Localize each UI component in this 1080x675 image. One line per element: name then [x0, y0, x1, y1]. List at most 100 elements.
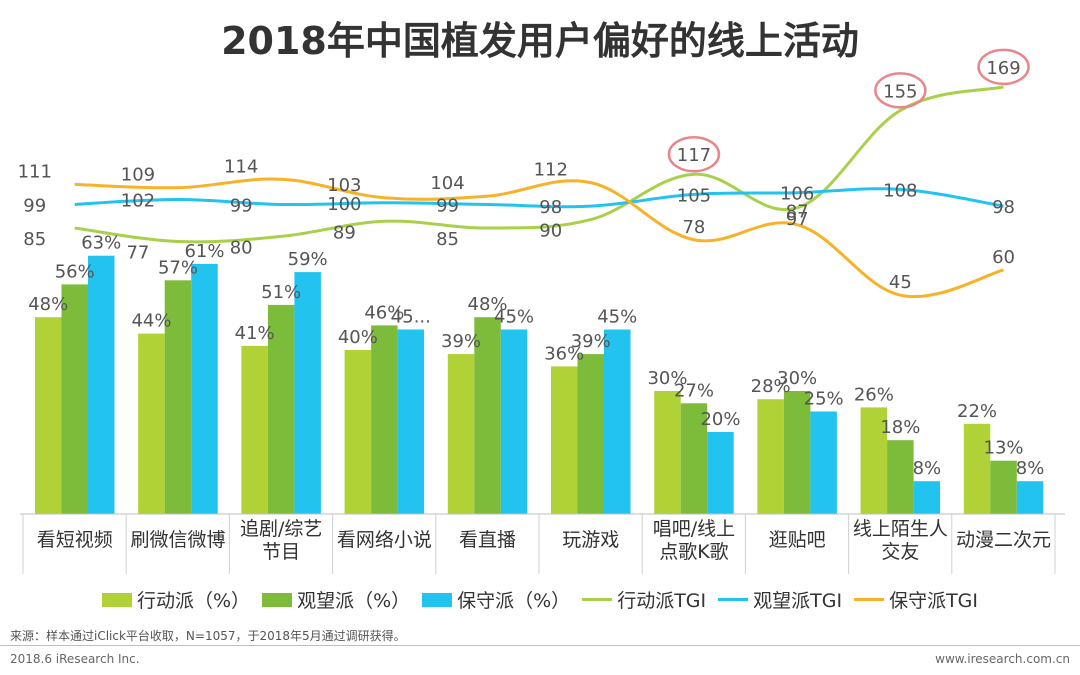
- chart-canvas: 48%44%41% 40% 39%36%30% 28% 26%22%56% 57%51%4…: [18, 48, 1065, 574]
- bar-s2-7: [810, 411, 837, 514]
- bar-s0-0: [35, 317, 62, 514]
- bar-label-s1-7: 30%: [777, 368, 817, 389]
- tgi-label-0-8: 155: [883, 81, 917, 102]
- bar-s2-5: [604, 329, 631, 514]
- legend-swatch-4: [718, 598, 749, 601]
- bar-s0-2: [241, 345, 268, 514]
- x-tick-label-5: 玩游戏: [562, 529, 619, 551]
- tgi-label-1-5: 98: [539, 197, 562, 218]
- bar-label-s1-3: 46%: [364, 302, 404, 323]
- bar-s1-9: [990, 460, 1017, 514]
- tgi-label-1-0: 99: [23, 195, 46, 216]
- bar-s1-4: [474, 317, 501, 514]
- tgi-label-0-2: 80: [230, 237, 253, 258]
- tgi-label-0-7: 97: [786, 209, 809, 230]
- bar-s1-8: [887, 440, 914, 514]
- tgi-label-1-4: 99: [436, 195, 459, 216]
- x-tick-label-2: 追剧/综艺节目: [240, 518, 322, 563]
- bar-label-s1-2: 51%: [261, 282, 301, 303]
- tgi-label-1-6: 105: [677, 185, 711, 206]
- bar-s0-9: [963, 423, 991, 514]
- highlight-circle-6: [667, 135, 721, 173]
- tgi-label-2-6: 78: [682, 217, 705, 238]
- bar-label-s1-1: 57%: [158, 257, 198, 278]
- bar-s1-3: [371, 325, 398, 514]
- bar-s2-1: [191, 263, 218, 514]
- bar-s0-6: [654, 391, 681, 514]
- bar-s1-2: [267, 304, 295, 514]
- legend-label-1: 观望派（%）: [297, 590, 411, 612]
- tgi-label-0-5: 90: [539, 221, 562, 242]
- bar-label-s2-4: 45%: [494, 307, 534, 328]
- bar-s1-1: [164, 280, 192, 514]
- bar-s1-0: [61, 284, 88, 514]
- tgi-label-2-2: 114: [224, 156, 258, 177]
- tgi-label-0-4: 85: [436, 229, 459, 250]
- tgi-label-2-8: 45: [889, 272, 912, 293]
- bar-s0-8: [860, 407, 888, 514]
- highlight-circle-9: [977, 48, 1030, 86]
- legend-label-2: 保守派（%）: [457, 590, 571, 612]
- bar-label-s2-7: 25%: [804, 389, 844, 410]
- bar-label-s1-4: 48%: [468, 294, 508, 315]
- tgi-label-0-3: 89: [333, 222, 356, 243]
- legend-swatch-0: [102, 592, 132, 607]
- tgi-label-1-2: 99: [230, 195, 253, 216]
- bar-label-s0-4: 39%: [441, 331, 481, 352]
- tgi-label-1-1: 102: [121, 190, 155, 211]
- bar-label-s1-6: 27%: [674, 380, 714, 401]
- tgi-label-1-9: 98: [992, 197, 1015, 218]
- legend-item-5: 保守派TGI: [854, 586, 978, 613]
- bar-label-s0-9: 22%: [957, 401, 997, 422]
- footer-divider: [0, 645, 1080, 646]
- tgi-label-2-4: 104: [430, 173, 464, 194]
- bar-s1-7: [783, 391, 811, 514]
- bar-s2-0: [88, 255, 115, 514]
- legend-swatch-2: [422, 592, 453, 607]
- bar-label-s0-7: 28%: [751, 376, 791, 397]
- legend-swatch-3: [582, 598, 613, 601]
- tgi-label-2-1: 109: [121, 165, 155, 186]
- bar-s2-2: [294, 272, 321, 514]
- bar-s0-5: [551, 366, 578, 514]
- bar-s0-1: [138, 333, 165, 514]
- x-tick-label-0: 看短视频: [37, 529, 113, 551]
- tgi-label-2-3: 103: [327, 175, 361, 196]
- tgi-label-2-0: 111: [18, 161, 52, 182]
- bar-label-s2-8: 8%: [913, 458, 942, 479]
- legend-item-1: 观望派（%）: [262, 586, 410, 613]
- bar-label-s2-6: 20%: [700, 409, 740, 430]
- x-tick-label-1: 刷微信微博: [130, 529, 225, 551]
- legend-label-3: 行动派TGI: [617, 590, 707, 612]
- bar-label-s1-9: 13%: [984, 438, 1024, 459]
- legend-swatch-5: [854, 598, 885, 601]
- x-tick-label-3: 看网络小说: [337, 529, 432, 551]
- highlight-circle-8: [874, 72, 927, 109]
- bar-s2-8: [913, 481, 941, 514]
- legend-item-3: 行动派TGI: [582, 586, 706, 613]
- bar-label-s2-5: 45%: [597, 307, 637, 328]
- x-tick-label-9: 动漫二次元: [956, 529, 1051, 551]
- footer-website: www.iresearch.com.cn: [935, 652, 1070, 666]
- tgi-line-1: [74, 187, 1004, 209]
- bar-label-s0-0: 48%: [28, 294, 68, 315]
- x-tick-label-7: 逛贴吧: [769, 529, 826, 551]
- tgi-label-0-0: 85: [23, 229, 46, 250]
- bar-s2-4: [500, 329, 528, 514]
- bar-s0-7: [757, 399, 784, 514]
- bar-s2-6: [707, 432, 734, 514]
- tgi-label-0-1: 77: [126, 242, 149, 263]
- bar-label-s0-8: 26%: [854, 384, 894, 405]
- bar-label-s0-5: 36%: [544, 343, 584, 364]
- legend-label-4: 观望派TGI: [753, 590, 843, 612]
- bar-label-s2-1: 61%: [184, 241, 224, 262]
- tgi-label-1-8: 108: [883, 180, 917, 201]
- x-tick-label-8: 线上陌生人交友: [853, 518, 948, 563]
- bar-s0-3: [344, 350, 372, 514]
- tgi-label-1-7: 106: [780, 184, 814, 205]
- bar-s2-9: [1016, 481, 1044, 514]
- tgi-label-0-6: 117: [677, 145, 711, 166]
- bar-s0-4: [447, 354, 475, 514]
- legend-label-5: 保守派TGI: [889, 590, 978, 612]
- tgi-label-2-7: 87: [786, 202, 809, 223]
